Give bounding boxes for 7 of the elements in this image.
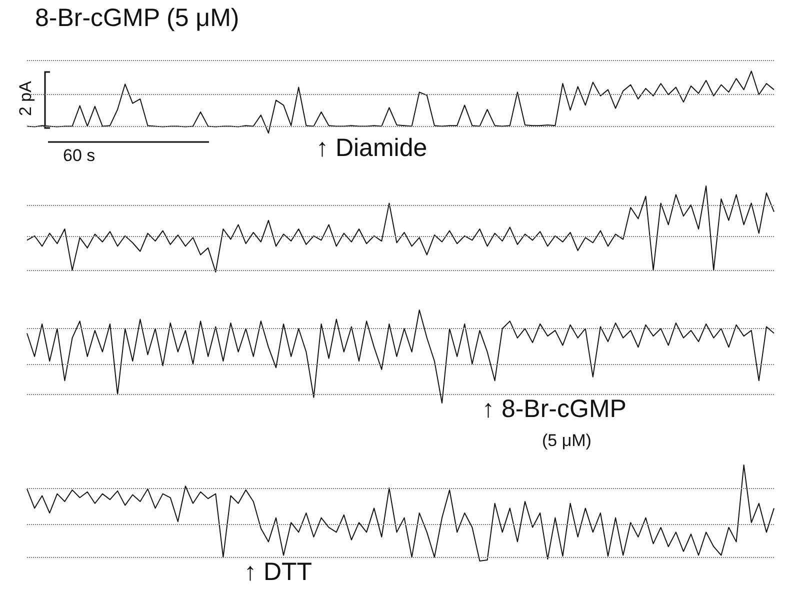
chart-title: 8-Br-cGMP (5 μM) [35, 4, 240, 33]
annotation: ↑ 8-Br-cGMP [482, 395, 626, 424]
text: ↑ Diamide [316, 134, 428, 163]
text: (5 μM) [542, 431, 592, 451]
text: 60 s [63, 146, 96, 166]
annotation: ↑ DTT [244, 558, 312, 587]
annotation: 2 pA [16, 81, 36, 116]
